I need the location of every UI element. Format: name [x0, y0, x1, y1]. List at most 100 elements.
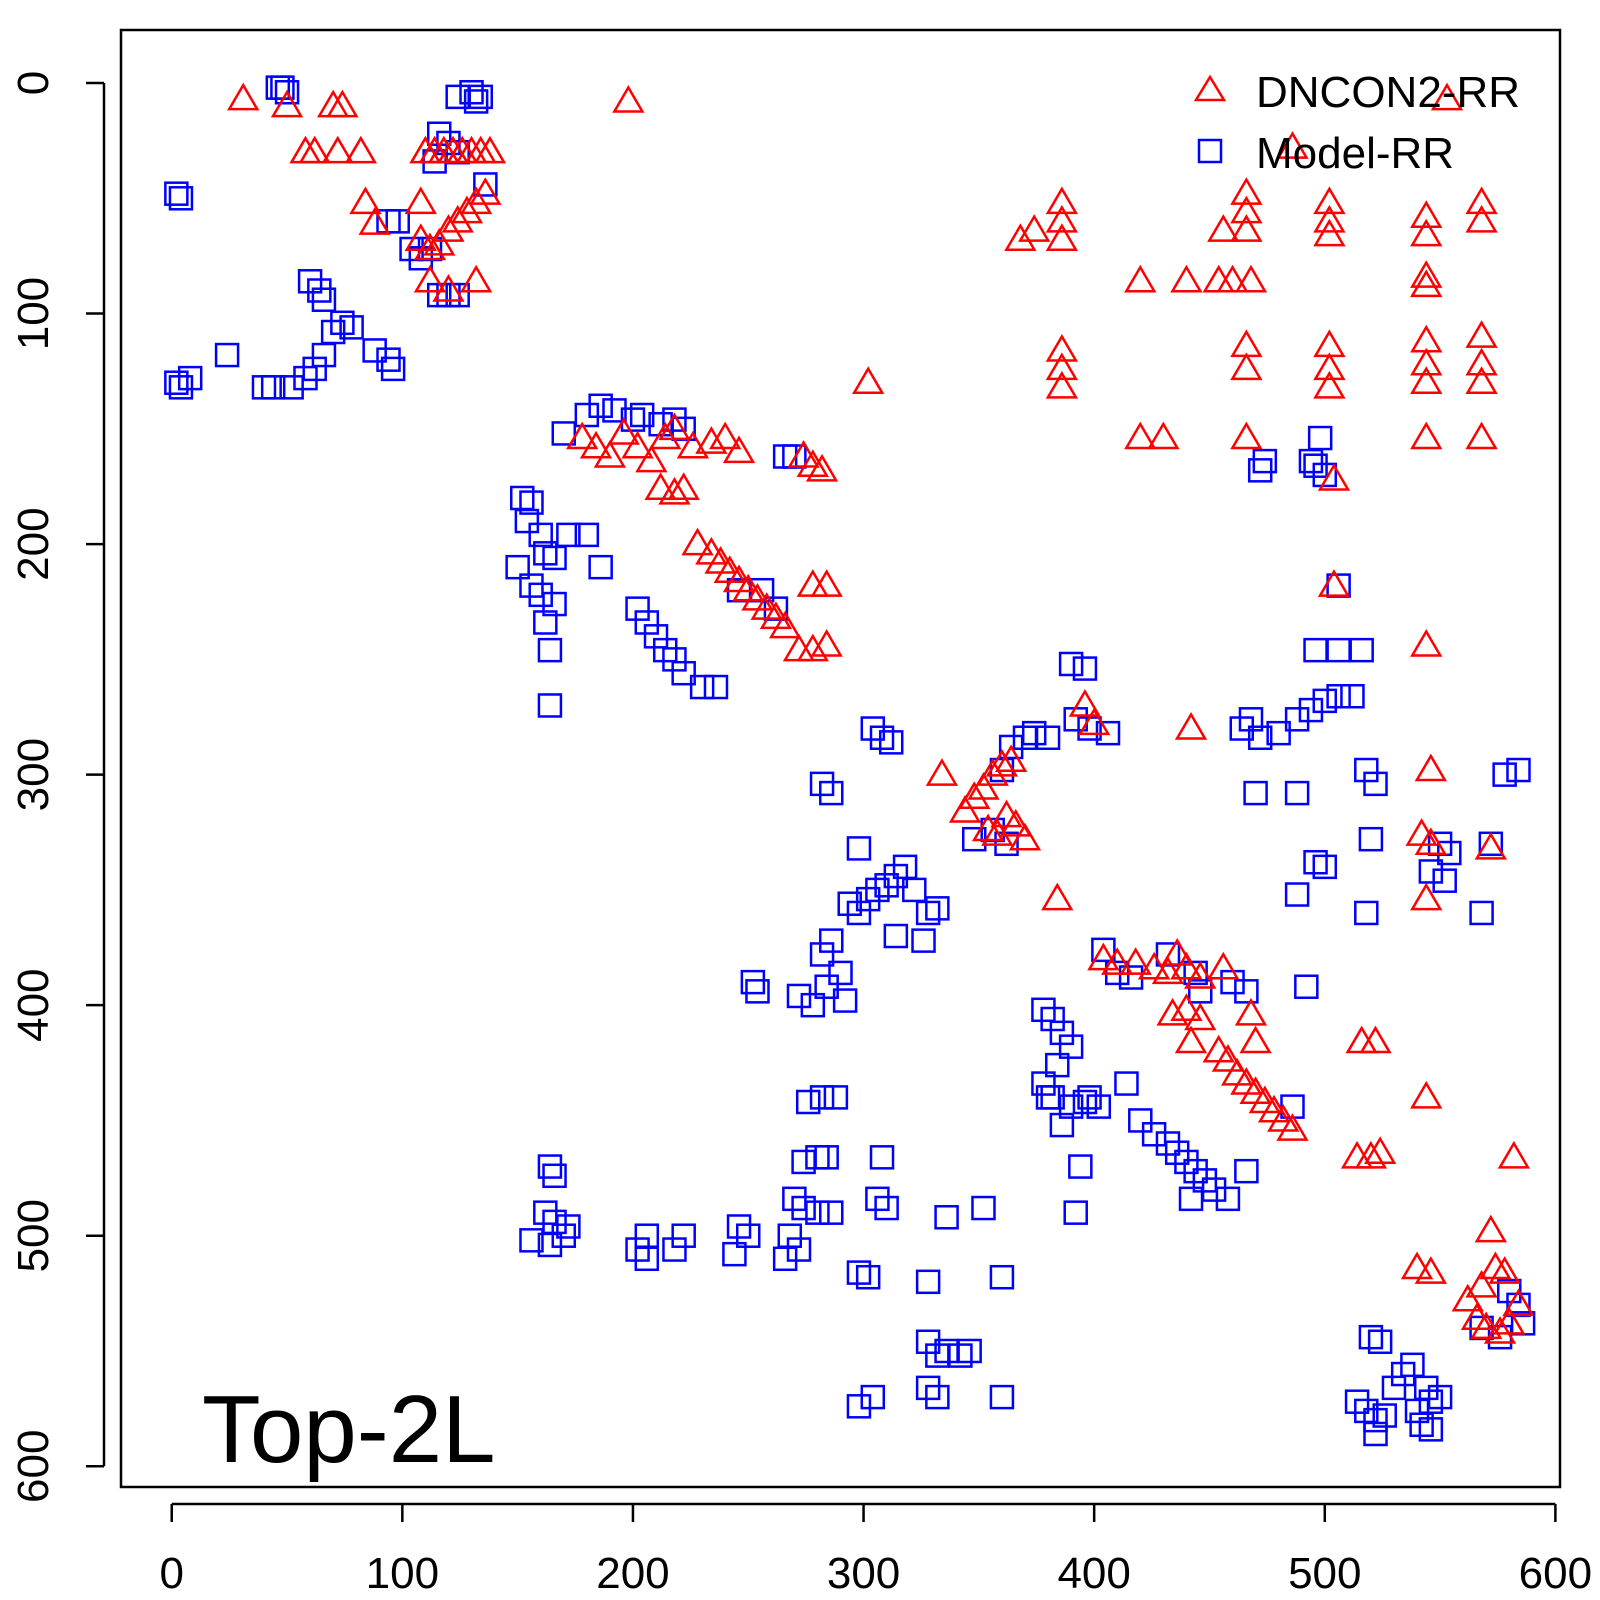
model-rr-point	[1072, 1089, 1098, 1115]
model-rr-point	[957, 1338, 982, 1364]
x-tick-label: 300	[827, 1549, 900, 1598]
dncon2-rr-point	[1410, 260, 1443, 288]
model-rr-point	[865, 1186, 890, 1212]
dncon2-rr-series	[227, 82, 1535, 1344]
dncon2-rr-point	[1410, 421, 1443, 450]
dncon2-rr-point	[404, 186, 437, 215]
model-rr-point	[1390, 1361, 1416, 1387]
model-rr-point	[662, 1237, 687, 1262]
legend-square-marker	[1197, 138, 1223, 164]
model-rr-point	[1404, 1398, 1430, 1424]
dncon2-rr-point	[1451, 1283, 1484, 1312]
dncon2-rr-point	[976, 758, 1009, 786]
model-rr-point	[556, 1214, 581, 1239]
model-rr-point	[1367, 1329, 1393, 1355]
model-rr-point	[786, 1237, 812, 1262]
dncon2-rr-point	[1045, 204, 1079, 233]
model-rr-point	[915, 900, 941, 926]
dncon2-rr-point	[635, 444, 668, 473]
model-rr-point	[1303, 849, 1328, 875]
model-rr-point	[925, 1384, 950, 1410]
model-rr-point	[537, 1232, 563, 1258]
model-rr-point	[537, 1154, 563, 1179]
model-rr-point	[823, 1085, 849, 1110]
model-rr-point	[809, 942, 835, 967]
model-rr-point	[1266, 720, 1291, 746]
model-rr-point	[915, 1269, 941, 1295]
model-rr-point	[971, 1195, 996, 1221]
dncon2-rr-point	[1354, 1140, 1388, 1169]
model-rr-point	[1400, 1352, 1425, 1378]
model-rr-point	[380, 356, 406, 382]
model-rr-point	[1307, 425, 1333, 451]
model-rr-point	[846, 1394, 872, 1419]
dncon2-rr-point	[459, 186, 493, 215]
x-axis: 0 100 200 300 400 500 600	[159, 1502, 1592, 1598]
dncon2-rr-point	[958, 781, 991, 809]
model-rr-point	[1058, 1034, 1084, 1059]
dncon2-rr-point	[1156, 997, 1189, 1026]
dncon2-rr-point	[1470, 1311, 1503, 1340]
model-rr-point	[620, 407, 646, 432]
model-rr-point	[878, 730, 904, 755]
dncon2-rr-point	[796, 633, 830, 662]
dncon2-rr-point	[593, 440, 627, 468]
x-tick-label: 400	[1057, 1549, 1130, 1598]
model-rr-point	[805, 1200, 830, 1225]
dncon2-rr-point	[621, 430, 654, 459]
model-rr-point	[736, 1223, 761, 1248]
dncon2-rr-point	[1230, 421, 1263, 450]
dncon2-rr-point	[227, 82, 260, 111]
model-rr-point	[791, 1195, 816, 1221]
model-rr-point	[860, 716, 886, 741]
model-rr-point	[819, 928, 844, 953]
dncon2-rr-point	[1239, 1025, 1272, 1054]
model-rr-point	[1072, 656, 1098, 681]
legend-label-dncon2: DNCON2-RR	[1256, 68, 1520, 117]
model-rr-point	[542, 1163, 567, 1189]
dncon2-rr-point	[1313, 218, 1346, 247]
model-rr-point	[1128, 1108, 1153, 1133]
model-rr-point	[1354, 900, 1379, 926]
model-rr-point	[1215, 1186, 1241, 1212]
model-rr-point	[362, 338, 387, 363]
y-tick-label: 100	[9, 277, 58, 350]
model-rr-point	[1164, 1140, 1190, 1165]
dncon2-rr-point	[1045, 352, 1079, 381]
model-rr-point	[629, 402, 655, 428]
model-rr-point	[726, 1214, 752, 1239]
dncon2-rr-point	[1045, 186, 1079, 215]
top-2l-annotation: Top-2L	[202, 1376, 496, 1483]
dncon2-rr-point	[1465, 204, 1498, 233]
dncon2-rr-point	[349, 186, 382, 215]
model-rr-point	[625, 596, 650, 621]
model-rr-point	[1031, 997, 1056, 1023]
dncon2-rr-point	[1317, 569, 1351, 597]
model-rr-point	[809, 1085, 835, 1110]
dncon2-rr-point	[1230, 214, 1263, 242]
dncon2-rr-point	[985, 748, 1019, 777]
model-rr-point	[528, 522, 553, 548]
y-tick-label: 600	[9, 1430, 58, 1503]
dncon2-rr-point	[1276, 131, 1309, 159]
model-rr-point	[519, 490, 544, 515]
model-rr-point	[293, 365, 318, 391]
model-rr-point	[809, 771, 835, 797]
model-rr-point	[722, 1241, 747, 1267]
dncon2-rr-point	[1502, 1288, 1535, 1317]
model-rr-point	[1045, 1052, 1070, 1078]
dncon2-rr-point	[1207, 951, 1240, 980]
dncon2-rr-point	[1465, 347, 1498, 376]
model-rr-point	[1469, 900, 1494, 926]
model-rr-point	[1340, 684, 1365, 709]
dncon2-rr-point	[1410, 1080, 1443, 1109]
model-rr-point	[1312, 462, 1338, 488]
model-rr-point	[1363, 1421, 1388, 1447]
model-rr-point	[164, 181, 189, 206]
dncon2-rr-point	[1465, 320, 1498, 348]
model-rr-point	[1247, 725, 1273, 751]
model-rr-point	[1229, 716, 1255, 741]
dncon2-rr-point	[1170, 951, 1203, 980]
model-rr-point	[643, 624, 669, 649]
dncon2-rr-point	[810, 569, 843, 597]
